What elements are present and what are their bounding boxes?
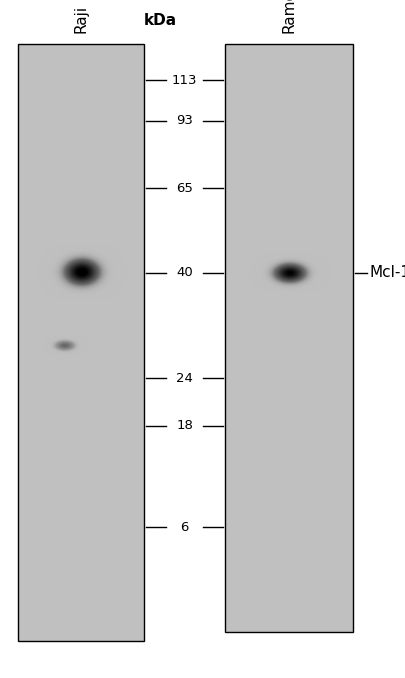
Text: kDa: kDa <box>143 14 177 28</box>
Text: 93: 93 <box>176 114 193 127</box>
Text: Ramos: Ramos <box>281 0 296 33</box>
Text: 40: 40 <box>176 266 193 279</box>
Text: 18: 18 <box>176 419 193 433</box>
Text: Raji: Raji <box>74 5 88 33</box>
Text: Mcl-1: Mcl-1 <box>369 265 405 280</box>
Text: 6: 6 <box>180 521 188 534</box>
Text: 65: 65 <box>176 182 193 195</box>
Text: 24: 24 <box>176 372 193 385</box>
Bar <box>225 44 352 632</box>
Bar <box>18 44 144 641</box>
Text: 113: 113 <box>172 73 197 87</box>
